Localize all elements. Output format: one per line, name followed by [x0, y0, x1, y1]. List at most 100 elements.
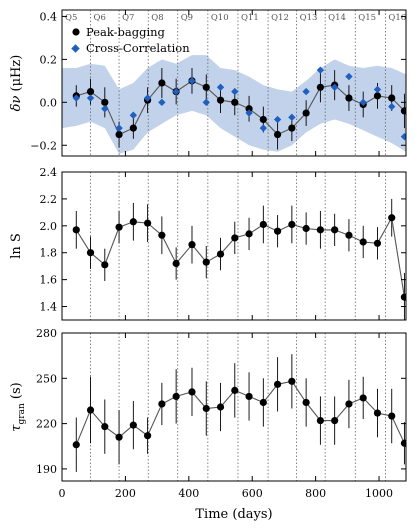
legend-label-peak-bagging: Peak-bagging: [86, 25, 166, 39]
data-point: [288, 220, 296, 229]
panel-granulation-timescale: 190 220 250 280 0 200 400 600 800 1000 τgran (s): [9, 327, 407, 500]
cross-correlation-point: [158, 98, 166, 107]
data-markers: [72, 214, 406, 301]
data-point: [388, 412, 396, 420]
data-point: [144, 219, 152, 227]
data-point: [302, 109, 310, 117]
data-point: [202, 83, 210, 91]
data-point: [331, 416, 339, 425]
cross-correlation-point: [143, 94, 152, 102]
data-point: [273, 130, 282, 139]
data-point: [202, 404, 210, 413]
quarter-label-q12: Q12: [271, 13, 289, 23]
data-point: [259, 220, 267, 229]
y-tick-label: −0.2: [30, 139, 57, 152]
data-point: [158, 79, 166, 87]
quarter-label-q14: Q14: [328, 13, 346, 23]
x-tick-label: 800: [305, 487, 326, 500]
quarter-label-q8: Q8: [151, 13, 163, 23]
cross-correlation-point: [231, 87, 239, 96]
data-markers: [72, 377, 406, 449]
data-point: [373, 92, 382, 100]
data-point: [359, 238, 367, 246]
data-point: [245, 392, 253, 401]
data-point: [202, 258, 210, 266]
data-point: [188, 241, 196, 249]
y-axis-ticks: 190 220 250 280: [36, 327, 406, 476]
y-axis-ticks: 1.4 1.6 1.8 2.0 2.2 2.4: [40, 166, 406, 314]
data-point: [115, 223, 123, 231]
data-point: [129, 218, 137, 226]
quarter-label-q15: Q15: [358, 13, 376, 23]
cross-correlation-point: [101, 105, 109, 113]
data-point: [129, 421, 137, 429]
plot-frame: [61, 171, 407, 321]
data-point: [400, 439, 406, 447]
y-axis-label-shift: δν (μHz): [9, 55, 24, 112]
cross-correlation-point: [273, 115, 282, 124]
cross-correlation-point: [216, 83, 225, 91]
cross-correlation-point: [400, 132, 406, 141]
data-point: [345, 94, 353, 102]
data-point: [188, 388, 196, 396]
quarter-label-q5: Q5: [65, 13, 77, 23]
data-point: [86, 406, 95, 414]
legend-marker-cross-correlation: [71, 44, 80, 53]
data-point: [245, 230, 253, 238]
quarter-label-q9: Q9: [181, 13, 193, 23]
x-axis-ticks: [61, 10, 380, 156]
x-tick-label: 600: [242, 487, 263, 500]
data-point: [101, 98, 109, 106]
y-tick-label: 1.4: [40, 301, 58, 314]
cross-correlation-point: [86, 94, 95, 102]
cross-correlation-point: [288, 113, 296, 122]
quarter-label-q11: Q11: [241, 13, 259, 23]
legend-marker-peak-bagging: [72, 28, 80, 36]
y-tick-label: 2.0: [40, 220, 58, 233]
panel-ln-s: 1.4 1.6 1.8 2.0 2.2 2.4 ln S: [9, 166, 407, 321]
data-point: [388, 214, 396, 222]
data-point: [72, 441, 80, 449]
data-point: [86, 249, 95, 257]
y-axis-ticks: −0.2 0.0 0.2 0.4: [30, 10, 406, 152]
data-point: [273, 380, 282, 388]
cross-correlation-point: [172, 87, 180, 96]
quarter-label-q10: Q10: [211, 13, 229, 23]
x-tick-label: 200: [115, 487, 136, 500]
cross-correlation-point: [302, 87, 310, 96]
data-point: [115, 130, 123, 139]
data-point: [216, 96, 225, 104]
data-point: [115, 433, 123, 441]
data-point: [259, 115, 267, 124]
legend: Peak-bagging Cross-Correlation: [71, 25, 190, 55]
data-point: [158, 400, 166, 408]
data-point: [302, 224, 310, 233]
y-tick-label: 0.0: [40, 96, 58, 109]
data-point: [359, 394, 367, 402]
y-axis-label-granulation: τgran (s): [9, 382, 27, 431]
y-tick-label: 1.6: [40, 274, 58, 287]
quarter-labels: Q5 Q6 Q7 Q8 Q9 Q10 Q11 Q12 Q13 Q14 Q15 Q16: [65, 13, 406, 23]
cross-correlation-point: [245, 109, 253, 117]
data-point: [72, 226, 80, 234]
y-tick-label: 190: [36, 463, 57, 476]
cross-correlation-point: [115, 124, 123, 132]
data-point: [331, 226, 339, 234]
cross-correlation-point: [129, 111, 138, 119]
x-tick-label: 400: [178, 487, 199, 500]
data-point: [373, 409, 382, 417]
y-tick-label: 220: [36, 418, 57, 431]
data-point: [158, 231, 166, 239]
x-axis-ticks: [61, 172, 380, 320]
data-point: [231, 386, 239, 394]
quarter-label-q6: Q6: [94, 13, 106, 23]
data-point: [400, 293, 406, 301]
data-point: [144, 432, 152, 440]
plot-frame: [61, 332, 407, 482]
quarter-label-q7: Q7: [122, 13, 134, 23]
data-point: [172, 392, 180, 401]
cross-correlation-point: [202, 98, 210, 107]
data-point: [316, 416, 324, 425]
x-axis-label: Time (days): [195, 507, 272, 522]
data-point: [86, 87, 95, 96]
